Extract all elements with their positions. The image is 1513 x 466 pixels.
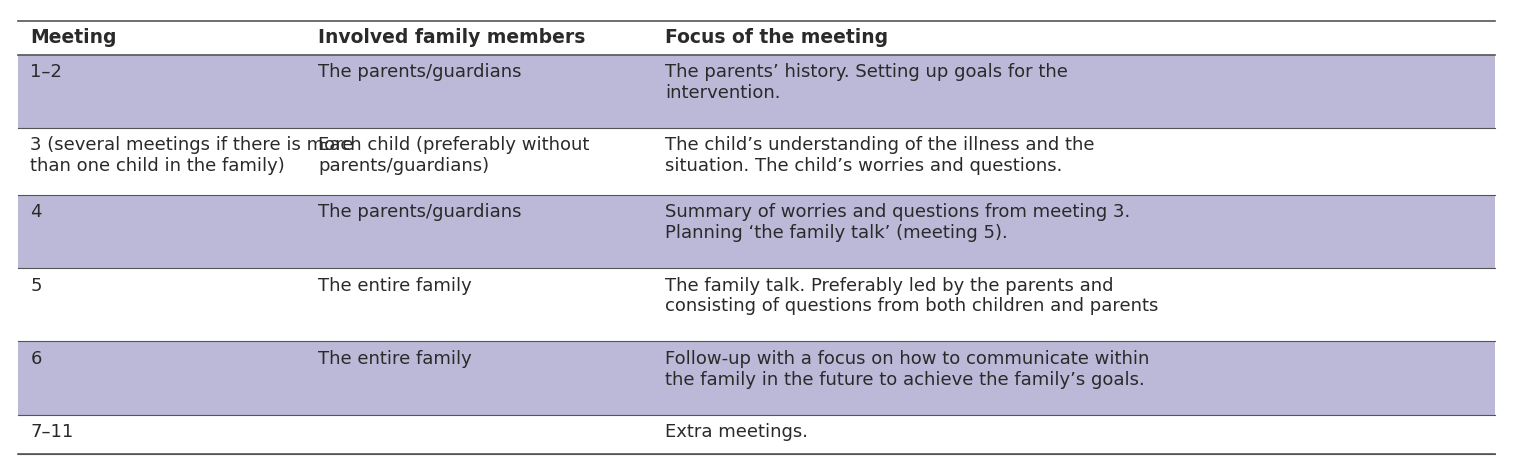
Text: The entire family: The entire family — [318, 276, 472, 295]
Text: The parents’ history. Setting up goals for the
intervention.: The parents’ history. Setting up goals f… — [666, 63, 1068, 102]
Bar — [18, 415, 1495, 454]
Text: 1–2: 1–2 — [30, 63, 62, 81]
Bar — [18, 268, 1495, 342]
Text: The child’s understanding of the illness and the
situation. The child’s worries : The child’s understanding of the illness… — [666, 136, 1095, 175]
Text: 7–11: 7–11 — [30, 423, 74, 441]
Text: Extra meetings.: Extra meetings. — [666, 423, 808, 441]
Text: The parents/guardians: The parents/guardians — [318, 63, 522, 81]
Text: Follow-up with a focus on how to communicate within
the family in the future to : Follow-up with a focus on how to communi… — [666, 350, 1150, 389]
Bar — [18, 21, 1495, 55]
Text: 3 (several meetings if there is more
than one child in the family): 3 (several meetings if there is more tha… — [30, 136, 354, 175]
Bar — [18, 342, 1495, 415]
Text: The entire family: The entire family — [318, 350, 472, 368]
Text: The parents/guardians: The parents/guardians — [318, 203, 522, 221]
Text: 6: 6 — [30, 350, 42, 368]
Bar — [18, 55, 1495, 128]
Text: Each child (preferably without
parents/guardians): Each child (preferably without parents/g… — [318, 136, 590, 175]
Text: The family talk. Preferably led by the parents and
consisting of questions from : The family talk. Preferably led by the p… — [666, 276, 1159, 315]
Text: 4: 4 — [30, 203, 42, 221]
Text: 5: 5 — [30, 276, 42, 295]
Text: Summary of worries and questions from meeting 3.
Planning ‘the family talk’ (mee: Summary of worries and questions from me… — [666, 203, 1130, 242]
Text: Involved family members: Involved family members — [318, 28, 586, 47]
Bar — [18, 128, 1495, 195]
Bar — [18, 195, 1495, 268]
Text: Meeting: Meeting — [30, 28, 117, 47]
Text: Focus of the meeting: Focus of the meeting — [666, 28, 888, 47]
